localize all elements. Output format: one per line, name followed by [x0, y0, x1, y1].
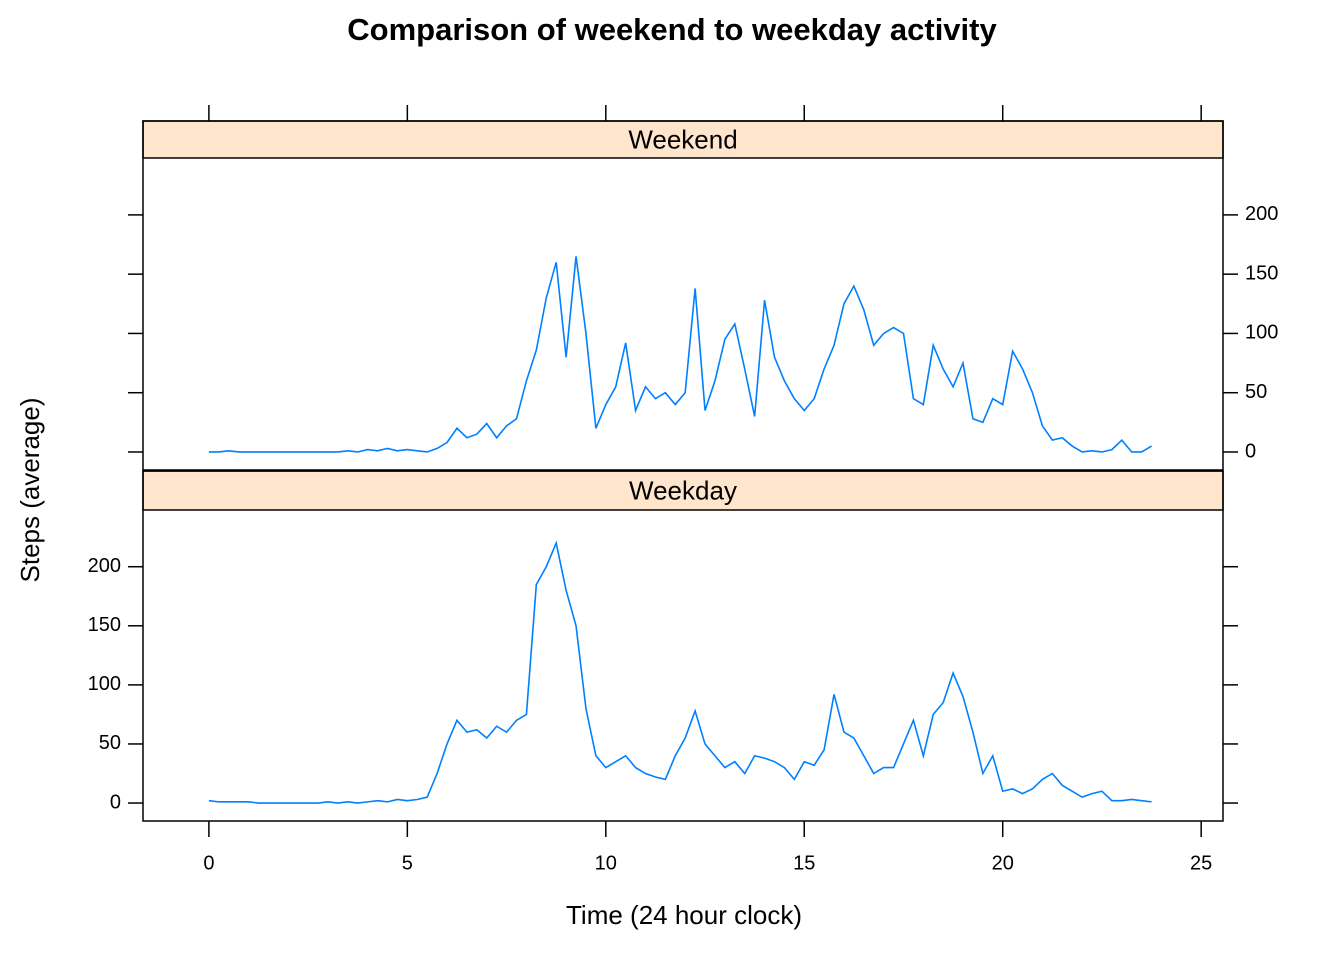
x-tick-label: 15	[793, 852, 815, 874]
x-tick-label: 20	[992, 852, 1014, 874]
y-tick-label: 50	[1245, 381, 1267, 403]
data-line	[208, 540, 1152, 804]
strip-label: Weekend	[628, 124, 737, 154]
y-tick-label: 200	[88, 555, 121, 577]
y-tick-label: 0	[110, 791, 121, 813]
strip	[142, 120, 1224, 159]
panel-frame	[142, 470, 1224, 822]
y-axis-label: Steps (average)	[15, 398, 45, 583]
y-tick-label: 150	[1245, 262, 1278, 284]
data-line	[208, 256, 1152, 453]
chart-title: Comparison of weekend to weekday activit…	[347, 12, 997, 47]
y-tick-label: 200	[1245, 203, 1278, 225]
y-tick-label: 150	[88, 614, 121, 636]
y-tick-label: 0	[1245, 440, 1256, 462]
x-tick-label: 10	[595, 852, 617, 874]
x-tick-label: 5	[402, 852, 413, 874]
x-tick-label: 25	[1190, 852, 1212, 874]
x-tick-label: 0	[203, 852, 214, 874]
y-tick-label: 50	[99, 732, 121, 754]
y-tick-label: 100	[1245, 322, 1278, 344]
x-axis-label: Time (24 hour clock)	[566, 900, 802, 930]
strip-label: Weekday	[629, 475, 737, 505]
panel-frame	[142, 120, 1224, 471]
y-tick-label: 100	[88, 673, 121, 695]
